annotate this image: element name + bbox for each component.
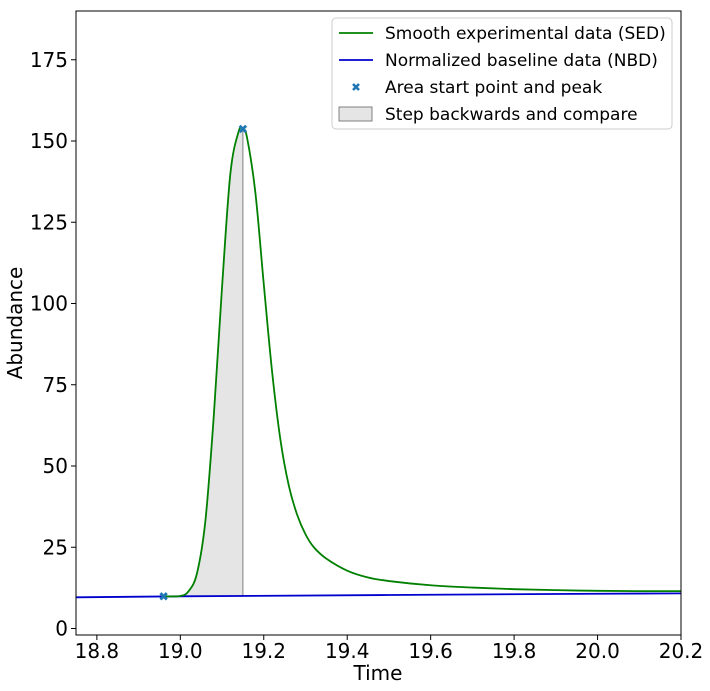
x-tick-label: 19.0: [158, 639, 203, 663]
y-axis-label: Abundance: [3, 267, 27, 380]
y-tick-label: 50: [43, 454, 68, 478]
y-tick-label: 150: [30, 129, 68, 153]
x-axis-label: Time: [353, 661, 403, 685]
x-tick-label: 19.2: [241, 639, 286, 663]
y-tick-label: 25: [43, 535, 68, 559]
y-tick-label: 0: [55, 617, 68, 641]
legend-label-3: Area start point and peak: [385, 78, 602, 98]
y-tick-label: 175: [30, 48, 68, 72]
x-tick-label: 20.2: [659, 639, 704, 663]
y-axis: 0 25 50 75 100 125 150 175: [30, 48, 76, 641]
legend-label-1: Smooth experimental data (SED): [385, 24, 666, 44]
marker-point-2: [238, 124, 248, 134]
x-tick-label: 19.6: [408, 639, 453, 663]
marker-point-1: [159, 592, 168, 601]
legend-swatch-3: [352, 83, 360, 91]
x-tick-label: 18.8: [75, 639, 120, 663]
legend-box: [331, 17, 673, 130]
legend-swatch-4: [338, 106, 373, 122]
area-step-backwards: [163, 128, 243, 597]
x-tick-label: 20.0: [575, 639, 620, 663]
legend: Smooth experimental data (SED) Normalized…: [331, 17, 673, 130]
y-tick-label: 100: [30, 292, 68, 316]
plot-frame: [75, 10, 682, 636]
y-tick-label: 125: [30, 210, 68, 234]
legend-label-4: Step backwards and compare: [385, 105, 638, 125]
legend-label-2: Normalized baseline data (NBD): [385, 51, 658, 71]
x-tick-label: 19.4: [325, 639, 370, 663]
line-sed: [163, 126, 681, 598]
plot-marks: [76, 124, 681, 601]
x-tick-label: 19.8: [492, 639, 537, 663]
y-tick-label: 75: [43, 373, 68, 397]
x-axis: 18.8 19.0 19.2 19.4 19.6 19.8 20.0 20.2: [75, 635, 704, 663]
line-nbd: [76, 592, 681, 599]
